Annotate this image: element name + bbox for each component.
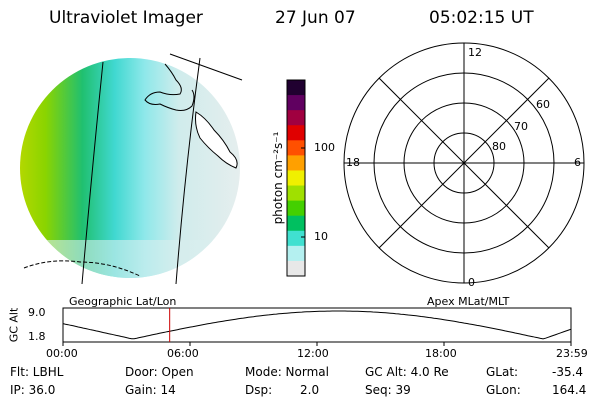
colorbar-segment [287, 110, 305, 126]
mlt-label-18: 18 [346, 156, 360, 169]
status-flt: Flt: LBHL [10, 365, 64, 379]
date-label: 27 Jun 07 [275, 8, 356, 28]
lat-label-70: 70 [514, 120, 528, 133]
orbit-xtick-2: 12:00 [297, 347, 329, 360]
instrument-title: Ultraviolet Imager [49, 8, 203, 28]
colorbar-tick-10: 10 [314, 230, 328, 243]
status-seq: Seq: 39 [365, 383, 411, 397]
status-glon-value: 164.4 [552, 383, 587, 397]
mlt-label-6: 6 [574, 156, 581, 169]
orbit-xtick-0: 00:00 [46, 347, 78, 360]
colorbar-segment [287, 245, 305, 262]
colorbar-segment [287, 185, 305, 202]
status-gain: Gain: 14 [125, 383, 176, 397]
coastline [195, 111, 238, 169]
status-ip: IP: 36.0 [10, 383, 56, 397]
colorbar-segment [287, 170, 305, 187]
colorbar-segment [287, 140, 305, 156]
time-label: 05:02:15 UT [429, 8, 534, 28]
coastline [144, 63, 195, 111]
coastline [169, 53, 243, 81]
polar-panel-label: Apex MLat/MLT [427, 295, 510, 308]
status-mode: Mode: Normal [245, 365, 329, 379]
status-glon-label: GLon: [486, 383, 521, 397]
colorbar-segment [287, 260, 305, 277]
coastline [23, 260, 141, 277]
orbit-xtick-1: 06:00 [167, 347, 199, 360]
colorbar-tick-100: 100 [314, 141, 335, 154]
orbit-xtick-3: 18:00 [425, 347, 457, 360]
mlt-label-0: 0 [468, 276, 475, 289]
geo-panel-label: Geographic Lat/Lon [69, 295, 177, 308]
orbit-ytick-low: 1.8 [28, 330, 46, 343]
status-glat-value: -35.4 [552, 365, 584, 379]
lat-label-60: 60 [536, 98, 550, 111]
meridian-line [81, 61, 104, 285]
colorbar-segment [287, 230, 305, 247]
colorbar-border [286, 79, 306, 277]
status-gc-alt: GC Alt: 4.0 Re [365, 365, 449, 379]
colorbar-segment [287, 200, 305, 217]
orbit-ytick-high: 9.0 [28, 306, 46, 319]
orbit-xtick-4: 23:59 [556, 347, 588, 360]
colorbar-segment [287, 125, 305, 141]
lat-label-80: 80 [492, 140, 506, 153]
status-dsp-value: 2.0 [300, 383, 320, 397]
colorbar-segment [287, 215, 305, 232]
altitude-curve [62, 310, 572, 340]
status-glat-label: GLat: [486, 365, 519, 379]
status-door: Door: Open [125, 365, 194, 379]
meridian-line [175, 57, 201, 285]
status-dsp-label: Dsp: [245, 383, 273, 397]
colorbar-segment [287, 80, 305, 96]
colorbar-segment [287, 95, 305, 111]
colorbar-segment [287, 155, 305, 171]
mlt-label-12: 12 [468, 46, 482, 59]
orbit-ylabel: GC Alt [7, 307, 21, 343]
